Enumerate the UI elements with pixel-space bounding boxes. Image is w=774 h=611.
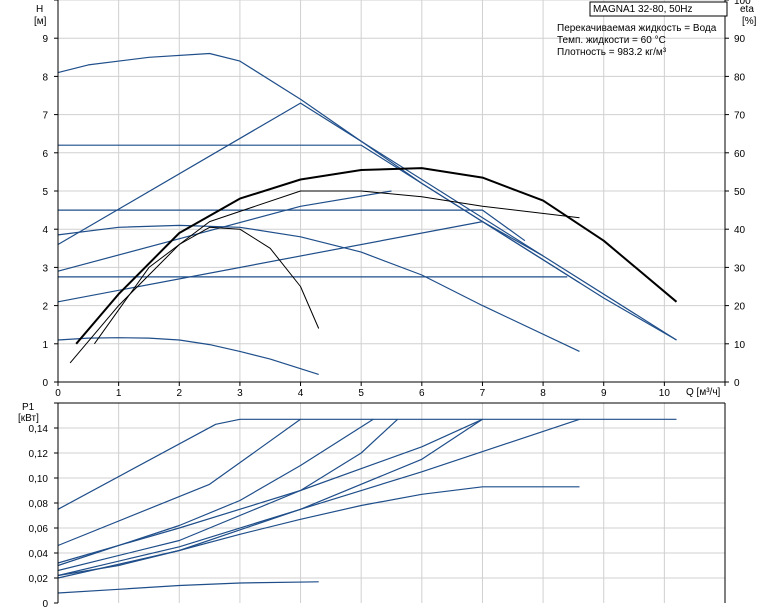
- eta-tick-label: 30: [734, 263, 746, 274]
- h-tick-label: 3: [42, 263, 48, 274]
- p1-tick-label: 0,04: [29, 549, 49, 560]
- h-curve: [57, 221, 544, 303]
- x-tick-label: 5: [358, 388, 364, 399]
- h-tick-label: 4: [42, 225, 48, 236]
- eta-axis-unit: [%]: [742, 16, 757, 27]
- p1-curve: [57, 581, 319, 594]
- p1-axis-unit: [кВт]: [18, 413, 39, 424]
- pump-name-label: MAGNA1 32-80, 50Hz: [593, 4, 693, 15]
- h-axis-label: H: [36, 4, 43, 15]
- p1-curve: [57, 418, 483, 564]
- h-curve: [93, 190, 580, 345]
- eta-tick-label: 60: [734, 149, 746, 160]
- h-curve: [57, 102, 677, 341]
- h-curve: [57, 224, 580, 352]
- p1-tick-label: 0,02: [29, 574, 49, 585]
- x-tick-label: 2: [176, 388, 182, 399]
- p1-axis-label: P1: [22, 402, 35, 413]
- x-tick-label: 8: [540, 388, 546, 399]
- eta-tick-label: 70: [734, 111, 746, 122]
- p1-tick-label: 0,14: [29, 424, 49, 435]
- h-curve: [57, 52, 677, 341]
- h-tick-label: 5: [42, 187, 48, 198]
- h-tick-label: 2: [42, 302, 48, 313]
- h-tick-label: 1: [42, 340, 48, 351]
- eta-tick-label: 20: [734, 302, 746, 313]
- eta-tick-label: 40: [734, 225, 746, 236]
- pump-name-box: [589, 1, 728, 17]
- p1-tick-label: 0: [42, 599, 48, 610]
- p1-tick-label: 0,06: [29, 524, 49, 535]
- eta-tick-label: 100: [734, 0, 751, 7]
- eta-tick-label: 50: [734, 187, 746, 198]
- condition-temperature: Темп. жидкости = 60 °C: [557, 35, 666, 46]
- h-tick-label: 7: [42, 111, 48, 122]
- x-tick-label: 9: [601, 388, 607, 399]
- q-axis-label: Q [м³/ч]: [686, 387, 721, 398]
- p1-tick-label: 0,10: [29, 474, 49, 485]
- p1-curve: [57, 418, 483, 577]
- p1-curve: [57, 418, 677, 510]
- p1-curve: [57, 418, 301, 547]
- x-tick-label: 3: [237, 388, 243, 399]
- h-axis-unit: [м]: [34, 16, 47, 27]
- p1-tick-label: 0,08: [29, 499, 49, 510]
- condition-fluid: Перекачиваемая жидкость = Вода: [557, 23, 717, 34]
- p1-curve: [57, 486, 580, 577]
- x-tick-label: 1: [116, 388, 122, 399]
- x-tick-label: 0: [55, 388, 61, 399]
- eta-tick-label: 10: [734, 340, 746, 351]
- x-tick-label: 10: [659, 388, 671, 399]
- eta-axis-label: eta: [740, 4, 754, 15]
- h-curve: [57, 337, 319, 375]
- h-tick-label: 6: [42, 149, 48, 160]
- condition-density: Плотность = 983.2 кг/м³: [557, 47, 667, 58]
- h-tick-label: 9: [42, 34, 48, 45]
- eta-tick-label: 0: [734, 378, 740, 389]
- eta-tick-label: 90: [734, 34, 746, 45]
- p1-curve: [57, 418, 374, 567]
- x-tick-label: 6: [419, 388, 425, 399]
- h-curve: [57, 190, 392, 272]
- eta-tick-label: 80: [734, 72, 746, 83]
- x-tick-label: 7: [480, 388, 486, 399]
- h-curve: [58, 144, 580, 284]
- p1-tick-label: 0,12: [29, 449, 49, 460]
- h-curve: [75, 167, 678, 345]
- h-curve: [58, 209, 526, 242]
- x-tick-label: 4: [298, 388, 304, 399]
- p1-curve: [57, 418, 580, 579]
- h-tick-label: 0: [42, 378, 48, 389]
- h-tick-label: 8: [42, 72, 48, 83]
